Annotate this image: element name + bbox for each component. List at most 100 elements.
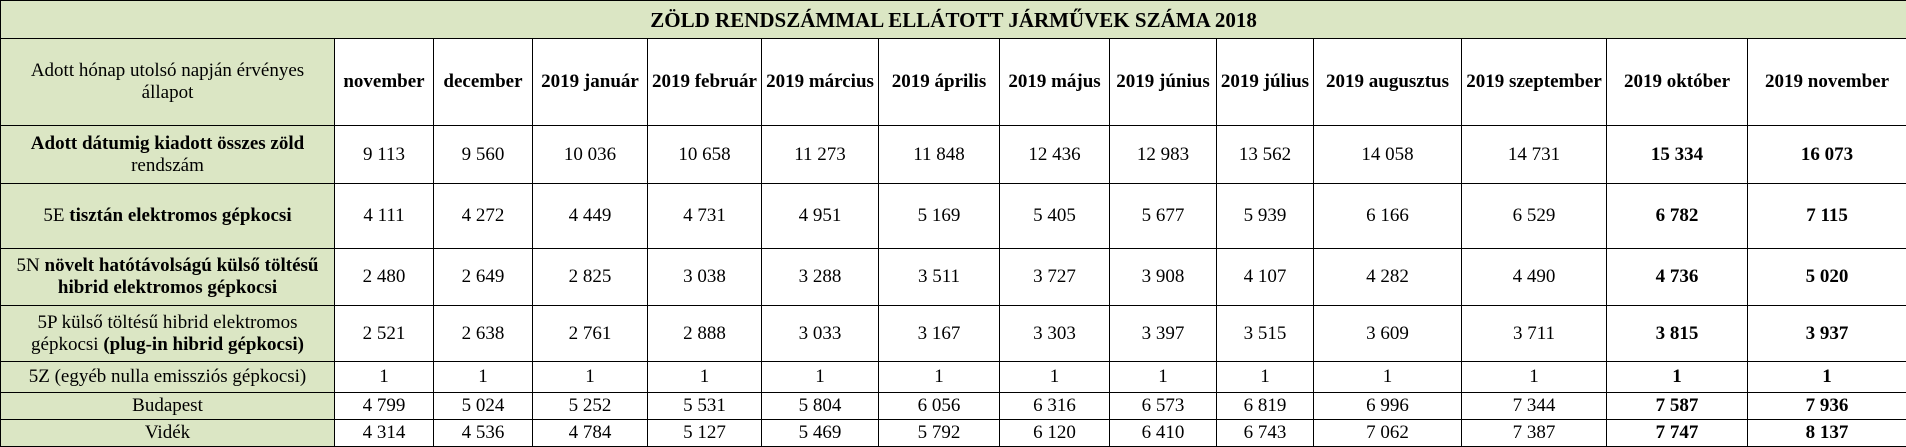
table-cell: 4 731 xyxy=(648,184,762,249)
table-cell: 1 xyxy=(1314,362,1462,393)
table-cell: 4 314 xyxy=(335,420,434,447)
table-row: Adott dátumig kiadott összes zöld rendsz… xyxy=(1,126,1906,184)
header-row: Adott hónap utolsó napján érvényes állap… xyxy=(1,39,1906,126)
table-cell: 5 677 xyxy=(1110,184,1217,249)
table-cell: 4 272 xyxy=(434,184,533,249)
table-cell: 1 xyxy=(1110,362,1217,393)
table-cell: 3 033 xyxy=(762,306,879,362)
row-label-part: Vidék xyxy=(145,422,190,443)
month-header: 2019 március xyxy=(762,39,879,126)
table-row: 5N növelt hatótávolságú külső töltésű hi… xyxy=(1,249,1906,306)
table-row: 5E tisztán elektromos gépkocsi 4 111 4 2… xyxy=(1,184,1906,249)
table-cell: 9 113 xyxy=(335,126,434,184)
table-cell: 3 711 xyxy=(1462,306,1607,362)
table-cell: 12 436 xyxy=(1000,126,1110,184)
table-cell: 5 405 xyxy=(1000,184,1110,249)
row-label-part: növelt hatótávolságú külső töltésű hibri… xyxy=(45,255,319,298)
month-header: 2019 október xyxy=(1607,39,1748,126)
table-cell: 3 167 xyxy=(879,306,1000,362)
table-cell: 5 127 xyxy=(648,420,762,447)
header-label: Adott hónap utolsó napján érvényes állap… xyxy=(1,39,335,126)
row-label-part: rendszám xyxy=(131,155,204,176)
table-cell: 1 xyxy=(762,362,879,393)
table-cell: 2 888 xyxy=(648,306,762,362)
table-cell: 4 282 xyxy=(1314,249,1462,306)
table-cell: 1 xyxy=(434,362,533,393)
table-cell: 9 560 xyxy=(434,126,533,184)
table-cell: 16 073 xyxy=(1748,126,1906,184)
table-cell: 5 469 xyxy=(762,420,879,447)
table-cell: 4 784 xyxy=(533,420,648,447)
table-row: 5Z (egyéb nulla emissziós gépkocsi) 1 1 … xyxy=(1,362,1906,393)
row-label-part: (plug-in hibrid gépkocsi) xyxy=(103,334,304,355)
table-cell: 7 115 xyxy=(1748,184,1906,249)
table-cell: 4 736 xyxy=(1607,249,1748,306)
table-cell: 15 334 xyxy=(1607,126,1748,184)
row-label-part: Adott dátumig kiadott összes zöld xyxy=(31,133,304,154)
table-cell: 8 137 xyxy=(1748,420,1906,447)
table-title: ZÖLD RENDSZÁMMAL ELLÁTOTT JÁRMŰVEK SZÁMA… xyxy=(1,1,1906,39)
table-cell: 11 273 xyxy=(762,126,879,184)
table-cell: 4 111 xyxy=(335,184,434,249)
month-header: december xyxy=(434,39,533,126)
table-cell: 5 792 xyxy=(879,420,1000,447)
table-cell: 3 727 xyxy=(1000,249,1110,306)
table-cell: 4 536 xyxy=(434,420,533,447)
table-cell: 7 062 xyxy=(1314,420,1462,447)
table-cell: 1 xyxy=(879,362,1000,393)
month-header: 2019 április xyxy=(879,39,1000,126)
table-cell: 6 410 xyxy=(1110,420,1217,447)
table-cell: 3 908 xyxy=(1110,249,1217,306)
month-header: 2019 július xyxy=(1217,39,1314,126)
row-label: 5E tisztán elektromos gépkocsi xyxy=(1,184,335,249)
table-cell: 5 252 xyxy=(533,393,648,420)
row-label: Vidék xyxy=(1,420,335,447)
table-cell: 3 515 xyxy=(1217,306,1314,362)
table-cell: 5 804 xyxy=(762,393,879,420)
table-cell: 6 996 xyxy=(1314,393,1462,420)
table-cell: 14 058 xyxy=(1314,126,1462,184)
month-header: 2019 szeptember xyxy=(1462,39,1607,126)
row-label-part: 5N xyxy=(17,255,45,276)
table-cell: 1 xyxy=(1462,362,1607,393)
table-cell: 1 xyxy=(533,362,648,393)
month-header: 2019 június xyxy=(1110,39,1217,126)
month-header: november xyxy=(335,39,434,126)
table-cell: 3 397 xyxy=(1110,306,1217,362)
row-label: Budapest xyxy=(1,393,335,420)
table-cell: 3 511 xyxy=(879,249,1000,306)
table-cell: 1 xyxy=(648,362,762,393)
table-cell: 4 449 xyxy=(533,184,648,249)
table-cell: 4 799 xyxy=(335,393,434,420)
table-cell: 6 529 xyxy=(1462,184,1607,249)
row-label: 5N növelt hatótávolságú külső töltésű hi… xyxy=(1,249,335,306)
table-cell: 7 387 xyxy=(1462,420,1607,447)
table-cell: 7 936 xyxy=(1748,393,1906,420)
table-cell: 12 983 xyxy=(1110,126,1217,184)
table-cell: 2 825 xyxy=(533,249,648,306)
row-label: Adott dátumig kiadott összes zöld rendsz… xyxy=(1,126,335,184)
row-label: 5Z (egyéb nulla emissziós gépkocsi) xyxy=(1,362,335,393)
table-cell: 5 169 xyxy=(879,184,1000,249)
row-label-part: Budapest xyxy=(132,395,203,416)
table-cell: 10 036 xyxy=(533,126,648,184)
table-cell: 10 658 xyxy=(648,126,762,184)
month-header: 2019 május xyxy=(1000,39,1110,126)
table-cell: 4 951 xyxy=(762,184,879,249)
table-row: Budapest 4 799 5 024 5 252 5 531 5 804 6… xyxy=(1,393,1906,420)
row-label-part: 5Z (egyéb nulla emissziós gépkocsi) xyxy=(29,366,307,387)
table-cell: 13 562 xyxy=(1217,126,1314,184)
table-cell: 5 020 xyxy=(1748,249,1906,306)
table-cell: 6 056 xyxy=(879,393,1000,420)
table-cell: 3 288 xyxy=(762,249,879,306)
table-cell: 6 316 xyxy=(1000,393,1110,420)
month-header: 2019 november xyxy=(1748,39,1906,126)
table-cell: 2 521 xyxy=(335,306,434,362)
table-cell: 11 848 xyxy=(879,126,1000,184)
table-cell: 3 937 xyxy=(1748,306,1906,362)
row-label-part: 5E xyxy=(43,205,69,226)
month-header: 2019 február xyxy=(648,39,762,126)
table-cell: 3 815 xyxy=(1607,306,1748,362)
table-cell: 6 743 xyxy=(1217,420,1314,447)
